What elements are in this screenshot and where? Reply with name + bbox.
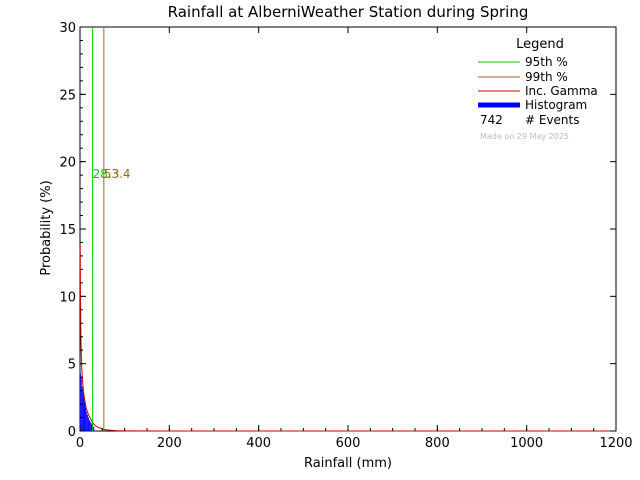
- histogram-bar: [86, 412, 88, 431]
- gamma-curve-group: [79, 245, 616, 432]
- histogram-bar: [87, 414, 89, 431]
- y-tick-label: 5: [68, 358, 76, 373]
- histogram-bar: [93, 426, 95, 431]
- legend-events-label: # Events: [525, 113, 580, 127]
- y-tick-label: 10: [59, 290, 76, 305]
- histogram-bar: [81, 386, 83, 431]
- percentile-label-1: 53.4: [104, 167, 131, 181]
- x-tick-label: 1200: [599, 436, 632, 451]
- y-axis-label: Probability (%): [39, 180, 54, 275]
- chart-title: Rainfall at AlberniWeather Station durin…: [168, 3, 529, 21]
- legend-label-histogram: Histogram: [525, 98, 587, 112]
- histogram-bar: [88, 420, 90, 431]
- x-tick-label: 400: [246, 436, 271, 451]
- histogram-bar: [83, 397, 85, 431]
- y-tick-label: 15: [59, 223, 76, 238]
- axes: 0 200 400 600 800 1000 1200 0 5 10 15 20 25 30: [59, 21, 632, 451]
- histogram-bar: [88, 417, 89, 431]
- histogram-bar: [91, 424, 93, 431]
- percentile-lines: 28.353.4: [92, 27, 131, 431]
- x-tick-label: 800: [425, 436, 450, 451]
- histogram-bar: [80, 373, 81, 431]
- y-tick-label: 0: [68, 425, 76, 440]
- histogram-bar: [90, 422, 92, 431]
- made-on-note: Made on 29 May 2025: [480, 132, 569, 141]
- legend: Legend 95th % 99th % Inc. Gamma Histogra…: [478, 37, 598, 141]
- y-tick-label: 25: [59, 88, 76, 103]
- y-tick-label: 30: [59, 21, 76, 36]
- legend-label-95th: 95th %: [525, 55, 568, 69]
- legend-title: Legend: [516, 37, 564, 52]
- histogram-bar: [89, 421, 91, 431]
- percentile-label-0: 28.3: [93, 167, 120, 181]
- gamma-curve: [79, 245, 616, 432]
- x-tick-label: 1000: [510, 436, 543, 451]
- histogram-bar: [85, 406, 87, 431]
- y-tick-label: 20: [59, 156, 76, 171]
- legend-events-count: 742: [480, 113, 503, 127]
- legend-label-99th: 99th %: [525, 70, 568, 84]
- x-tick-label: 0: [76, 436, 84, 451]
- histogram-bar: [84, 402, 86, 431]
- legend-label-gamma: Inc. Gamma: [525, 84, 598, 98]
- x-axis-label: Rainfall (mm): [304, 456, 392, 471]
- x-tick-label: 200: [157, 436, 182, 451]
- x-tick-label: 600: [336, 436, 361, 451]
- histogram-bar: [82, 391, 84, 431]
